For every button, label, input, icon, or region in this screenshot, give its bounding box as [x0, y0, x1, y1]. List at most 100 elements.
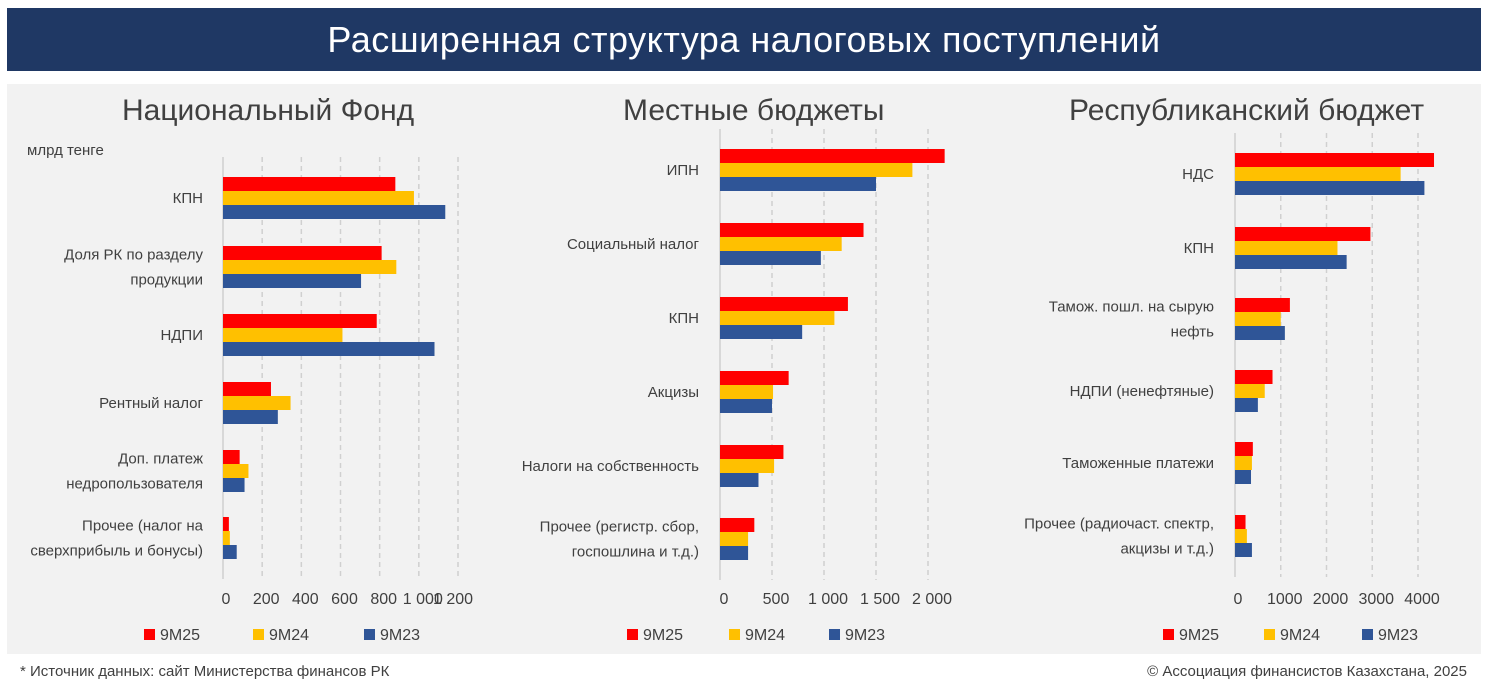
bar-9M25 [1235, 298, 1290, 312]
category-label: Социальный налог [567, 236, 700, 253]
category-label: Рентный налог [99, 395, 203, 412]
category-label: ИПН [667, 162, 699, 179]
legend-swatch [364, 629, 375, 640]
legend-label: 9M23 [380, 627, 420, 644]
chart-title: Республиканский бюджет [1069, 94, 1425, 127]
bar-9M25 [1235, 227, 1371, 241]
category-label: Налоги на собственность [522, 458, 699, 475]
bar-9M23 [1235, 543, 1252, 557]
category-label: Прочее (регистр. сбор, [540, 519, 699, 536]
bar-9M25 [223, 517, 229, 531]
category-label: госпошлина и т.д.) [572, 544, 699, 561]
legend-label: 9M24 [1280, 627, 1320, 644]
bar-9M25 [223, 246, 382, 260]
legend-label: 9M25 [643, 627, 683, 644]
bar-9M24 [1235, 167, 1401, 181]
bar-9M25 [223, 450, 240, 464]
bar-9M23 [1235, 181, 1425, 195]
legend-label: 9M25 [1179, 627, 1219, 644]
category-label: Прочее (радиочаст. спектр, [1024, 516, 1214, 533]
bar-9M24 [720, 311, 835, 325]
x-tick-label: 1 200 [433, 591, 473, 608]
x-tick-label: 0 [1234, 591, 1243, 608]
bar-9M23 [720, 546, 749, 560]
bar-9M25 [720, 223, 864, 237]
bar-9M23 [223, 342, 435, 356]
chart-title: Национальный Фонд [122, 94, 415, 127]
bar-9M23 [1235, 255, 1347, 269]
x-tick-label: 4000 [1404, 591, 1440, 608]
category-label: НДПИ (ненефтяные) [1070, 383, 1214, 400]
legend-swatch [1264, 629, 1275, 640]
page-title: Расширенная структура налоговых поступле… [327, 18, 1161, 60]
legend-label: 9M24 [269, 627, 309, 644]
bar-9M23 [720, 177, 876, 191]
bar-9M24 [1235, 312, 1281, 326]
x-tick-label: 800 [370, 591, 397, 608]
bar-9M24 [223, 531, 230, 545]
bar-9M23 [223, 205, 446, 219]
legend-label: 9M23 [1378, 627, 1418, 644]
category-label: недропользователя [66, 476, 203, 493]
bar-9M24 [720, 237, 842, 251]
bar-9M24 [720, 459, 775, 473]
legend-swatch [627, 629, 638, 640]
bar-9M25 [1235, 153, 1435, 167]
bar-9M24 [223, 260, 397, 274]
legend-swatch [1163, 629, 1174, 640]
bar-9M23 [720, 251, 821, 265]
category-label: Таможенные платежи [1062, 455, 1214, 472]
x-tick-label: 400 [292, 591, 319, 608]
bar-9M23 [223, 545, 237, 559]
legend-label: 9M25 [160, 627, 200, 644]
x-tick-label: 1 000 [808, 591, 848, 608]
category-label: Доля РК по разделу [64, 247, 203, 264]
copyright-note: © Ассоциация финансистов Казахстана, 202… [1147, 663, 1467, 680]
bar-9M25 [720, 445, 784, 459]
bar-9M25 [1235, 442, 1253, 456]
page-title-banner: Расширенная структура налоговых поступле… [7, 8, 1481, 71]
bar-9M23 [1235, 326, 1285, 340]
source-note: * Источник данных: сайт Министерства фин… [20, 663, 390, 680]
bar-9M24 [223, 464, 249, 478]
chart-national-fund: Национальный Фонд млрд тенге 0 200 400 600 8… [7, 84, 497, 654]
bar-9M23 [223, 274, 362, 288]
category-label: Тамож. пошл. на сырую [1049, 299, 1214, 316]
chart-republican-budget: Республиканский бюджет 0 1000 2000 3000 4000… [987, 84, 1481, 654]
bar-9M25 [223, 382, 271, 396]
legend-label: 9M24 [745, 627, 785, 644]
legend-swatch [144, 629, 155, 640]
x-tick-label: 1 000 [403, 591, 443, 608]
bar-9M24 [720, 163, 913, 177]
bar-9M25 [223, 177, 396, 191]
x-tick-label: 200 [253, 591, 280, 608]
bar-9M25 [720, 149, 945, 163]
bar-9M23 [720, 399, 772, 413]
bar-9M24 [720, 385, 774, 399]
category-label: КПН [173, 190, 203, 207]
category-label: КПН [1184, 240, 1214, 257]
bar-9M24 [1235, 456, 1252, 470]
bar-9M23 [223, 478, 245, 492]
x-tick-label: 2 000 [912, 591, 952, 608]
chart-plot: 0 1000 2000 3000 4000 НДС КПН Тамож. пошл. на с… [1024, 133, 1440, 644]
bar-9M24 [1235, 241, 1338, 255]
legend-label: 9M23 [845, 627, 885, 644]
bar-9M24 [720, 532, 749, 546]
category-label: НДПИ [160, 327, 203, 344]
chart-local-budgets: Местные бюджеты 0 500 1 000 1 500 2 000 ИПН Со… [497, 84, 987, 654]
category-label: КПН [669, 310, 699, 327]
bar-9M23 [1235, 398, 1258, 412]
bar-9M25 [720, 371, 789, 385]
bar-9M24 [223, 191, 414, 205]
category-label: НДС [1182, 166, 1214, 183]
chart-title: Местные бюджеты [623, 94, 885, 127]
bar-9M24 [1235, 384, 1265, 398]
x-tick-label: 0 [720, 591, 729, 608]
bar-9M24 [223, 328, 343, 342]
bar-9M24 [223, 396, 291, 410]
category-label: Акцизы [648, 384, 699, 401]
bar-9M23 [1235, 470, 1252, 484]
x-tick-label: 1000 [1267, 591, 1303, 608]
